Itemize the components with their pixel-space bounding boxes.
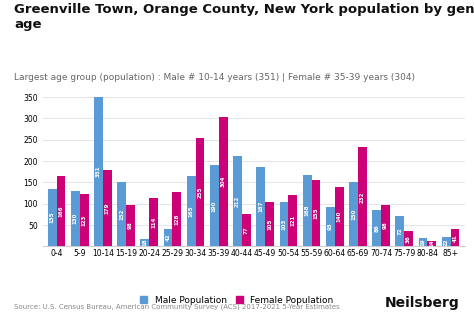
Text: 130: 130 [73, 213, 78, 224]
Text: 232: 232 [360, 191, 365, 203]
Text: 103: 103 [282, 219, 286, 230]
Bar [381, 205, 390, 246]
Text: Neilsberg: Neilsberg [385, 296, 460, 310]
Bar [311, 180, 320, 246]
Bar [451, 229, 459, 246]
Text: 179: 179 [105, 203, 110, 214]
Bar [256, 167, 265, 246]
Text: 212: 212 [235, 196, 240, 207]
Bar [372, 210, 381, 246]
Legend: Male Population, Female Population: Male Population, Female Population [137, 292, 337, 308]
Bar [71, 191, 80, 246]
Text: 72: 72 [397, 227, 402, 235]
Text: Greenville Town, Orange County, New York population by gender &
age: Greenville Town, Orange County, New York… [14, 3, 474, 31]
Text: 165: 165 [189, 205, 194, 217]
Text: 77: 77 [244, 226, 249, 234]
Bar [326, 207, 335, 246]
Bar [288, 195, 297, 246]
Text: 351: 351 [96, 166, 101, 177]
Bar [303, 175, 311, 246]
Bar [219, 117, 228, 246]
Bar [48, 189, 56, 246]
Text: 152: 152 [119, 208, 124, 220]
Text: 114: 114 [151, 216, 156, 228]
Text: 19: 19 [420, 239, 426, 246]
Text: 187: 187 [258, 201, 263, 212]
Text: 123: 123 [82, 215, 87, 226]
Text: 86: 86 [374, 224, 379, 232]
Bar [80, 194, 89, 246]
Bar [428, 240, 436, 246]
Text: 135: 135 [50, 212, 55, 223]
Bar [404, 231, 413, 246]
Text: 93: 93 [328, 223, 333, 230]
Text: Largest age group (population) : Male # 10-14 years (351) | Female # 35-39 years: Largest age group (population) : Male # … [14, 73, 415, 82]
Bar [56, 176, 65, 246]
Text: 190: 190 [212, 200, 217, 212]
Bar [242, 214, 251, 246]
Bar [187, 176, 196, 246]
Text: 128: 128 [174, 214, 179, 225]
Text: 166: 166 [58, 205, 64, 217]
Bar [349, 182, 358, 246]
Text: 304: 304 [221, 176, 226, 187]
Text: 36: 36 [406, 235, 411, 243]
Bar [126, 205, 135, 246]
Text: 150: 150 [351, 209, 356, 220]
Text: 41: 41 [453, 234, 457, 241]
Bar [442, 237, 451, 246]
Text: 22: 22 [444, 238, 449, 246]
Text: 14: 14 [429, 240, 434, 247]
Bar [117, 182, 126, 246]
Bar [149, 198, 158, 246]
Bar [210, 165, 219, 246]
Bar [196, 137, 204, 246]
Text: 140: 140 [337, 211, 342, 222]
Bar [140, 239, 149, 246]
Bar [94, 97, 103, 246]
Text: 121: 121 [290, 215, 295, 226]
Bar [280, 203, 288, 246]
Text: 168: 168 [305, 205, 310, 216]
Bar [173, 192, 181, 246]
Bar [164, 228, 173, 246]
Text: 42: 42 [165, 234, 171, 241]
Text: 98: 98 [128, 222, 133, 229]
Bar [358, 147, 367, 246]
Bar [265, 202, 274, 246]
Text: 18: 18 [142, 239, 147, 246]
Text: Source: U.S. Census Bureau, American Community Survey (ACS) 2017-2021 5-Year Est: Source: U.S. Census Bureau, American Com… [14, 303, 340, 310]
Text: 155: 155 [313, 208, 319, 219]
Bar [395, 216, 404, 246]
Text: 98: 98 [383, 222, 388, 229]
Bar [335, 187, 344, 246]
Text: 105: 105 [267, 218, 272, 230]
Text: 255: 255 [198, 186, 202, 198]
Bar [419, 238, 428, 246]
Bar [233, 156, 242, 246]
Bar [103, 170, 112, 246]
